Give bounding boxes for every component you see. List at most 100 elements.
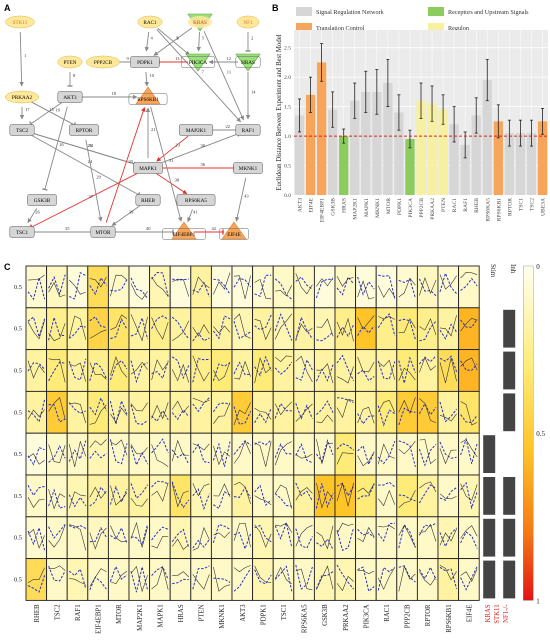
edge-number: 43: [244, 194, 249, 199]
heatmap-cell: [46, 474, 68, 518]
stim-label: Stim: [489, 264, 497, 278]
bar-rptor: [504, 133, 514, 195]
heatmap-cell: [169, 516, 192, 560]
heatmap-cell: [25, 432, 48, 476]
heatmap-cell: [334, 349, 357, 392]
heatmap-cell: [25, 516, 48, 560]
heatmap-cell: [272, 307, 295, 351]
condition-label: KRAS: [485, 604, 492, 622]
x-tick-label: RAF1: [463, 198, 469, 212]
edge-number: 34: [88, 143, 93, 148]
column-label: AKT3: [240, 604, 247, 622]
heatmap-cell: [210, 349, 233, 392]
svg-text:Signal Regulation Network: Signal Regulation Network: [316, 9, 385, 16]
edge-GSK3B-TSC1: [27, 208, 38, 224]
edge-MAPK1-TSC1: [29, 172, 140, 230]
column-label: MTOR: [116, 604, 123, 624]
edge-number: 41: [193, 210, 198, 215]
node-rheb: RHEB: [135, 194, 161, 206]
heatmap-cell: [87, 265, 109, 309]
legend-item: Signal Regulation Network: [296, 7, 385, 16]
heatmap-cell: [416, 349, 439, 392]
heatmap-cell: [149, 265, 171, 309]
heatmap-cell: [293, 265, 315, 309]
heatmap-cell: [375, 516, 398, 560]
heatmap-cell: [169, 349, 192, 392]
heatmap-cell: [128, 474, 151, 518]
heatmap-cell: [355, 265, 377, 309]
heatmap-cell: [231, 432, 254, 476]
heatmap-cell: [416, 516, 439, 560]
x-tick-label: PDPK1: [397, 198, 403, 215]
heatmap-cell: [355, 558, 377, 601]
bar-pten: [438, 109, 448, 195]
y-tick-label: 2.0: [284, 75, 291, 81]
node-stk11: STK11: [5, 15, 35, 29]
heatmap-cell: [375, 432, 398, 476]
heatmap-cell: [437, 474, 460, 518]
svg-text:EIF4EBP1: EIF4EBP1: [173, 232, 196, 238]
heatmap-cell: [190, 307, 212, 351]
edge-number: 9: [127, 56, 130, 61]
condition-label: STK11: [494, 604, 501, 623]
edge-number: 20: [128, 159, 133, 164]
heatmap-cell: [252, 349, 274, 392]
legend-item: Regulon: [428, 23, 469, 32]
heatmap-cell: [458, 265, 480, 309]
row-tick-label: 0.5: [14, 535, 22, 542]
svg-text:RPTOR: RPTOR: [76, 128, 93, 134]
column-label: PIK3CA: [363, 604, 370, 628]
row-tick-label: 0.5: [14, 451, 22, 458]
y-axis-label: Euclidean Distance Between Experiment an…: [276, 34, 283, 190]
node-pik3ca: PIK3CA: [180, 53, 216, 72]
column-label: RAF1: [75, 604, 82, 621]
edge-number: 23: [175, 143, 180, 148]
heatmap-cell: [396, 349, 418, 392]
node-prkaa2: PRKAA2: [4, 90, 40, 104]
heatmap-cell: [210, 265, 233, 309]
column-label: PRKAA2: [343, 604, 350, 631]
heatmap-cell: [46, 390, 68, 434]
edge-RPS6KA5-EIF4EBP1: [187, 209, 193, 223]
row-tick-label: 0.5: [14, 409, 22, 416]
svg-text:RAF1: RAF1: [242, 128, 255, 134]
heatmap-cell: [231, 516, 254, 560]
node-pdpk1: PDPK1: [130, 56, 160, 68]
heatmap-cell: [437, 432, 460, 476]
column-label: EIF4E: [466, 604, 473, 622]
heatmap-cell: [313, 558, 336, 601]
stim-indicator: [483, 518, 496, 557]
heatmap-cell: [334, 516, 357, 560]
condition-label: NF1-/-: [503, 604, 510, 623]
y-tick-label: 2.5: [284, 46, 291, 52]
svg-text:TSC2: TSC2: [16, 128, 29, 134]
edge-number: 10: [149, 73, 154, 78]
edge-RPTOR-MTOR: [85, 139, 103, 222]
y-tick-label: 0.0: [284, 193, 291, 199]
heatmap-cell: [190, 265, 212, 309]
x-tick-label: HRAS: [342, 198, 348, 213]
inh-label: Inh: [509, 264, 517, 274]
heatmap-cell: [107, 516, 130, 560]
node-eif4ebp1: EIF4EBP1: [162, 221, 206, 240]
column-label: MAPK1: [157, 604, 164, 627]
distance-bar-chart: Signal Regulation Network Receptors and U…: [276, 7, 548, 222]
stim-indicator: [483, 477, 496, 515]
heatmap-cell: [272, 390, 295, 434]
heatmap-cell: [458, 307, 480, 351]
heatmap-cell: [313, 474, 336, 518]
heatmap-cell: [272, 516, 295, 560]
bar-raf1: [460, 144, 470, 195]
bar-mknk1: [372, 91, 382, 195]
heatmap-cell: [210, 558, 233, 601]
heatmap-cell: [334, 474, 357, 518]
bar-pik3ca: [405, 139, 415, 195]
x-tick-label: UBE3A: [540, 198, 546, 216]
svg-text:STK11: STK11: [13, 20, 28, 26]
node-nf1: NF1: [236, 15, 260, 29]
heatmap-cell: [437, 349, 460, 392]
heatmap-cell: [416, 474, 439, 518]
edge-number: 35: [65, 226, 70, 231]
stim-indicator: [483, 560, 496, 599]
heatmap-cell: [437, 558, 460, 601]
